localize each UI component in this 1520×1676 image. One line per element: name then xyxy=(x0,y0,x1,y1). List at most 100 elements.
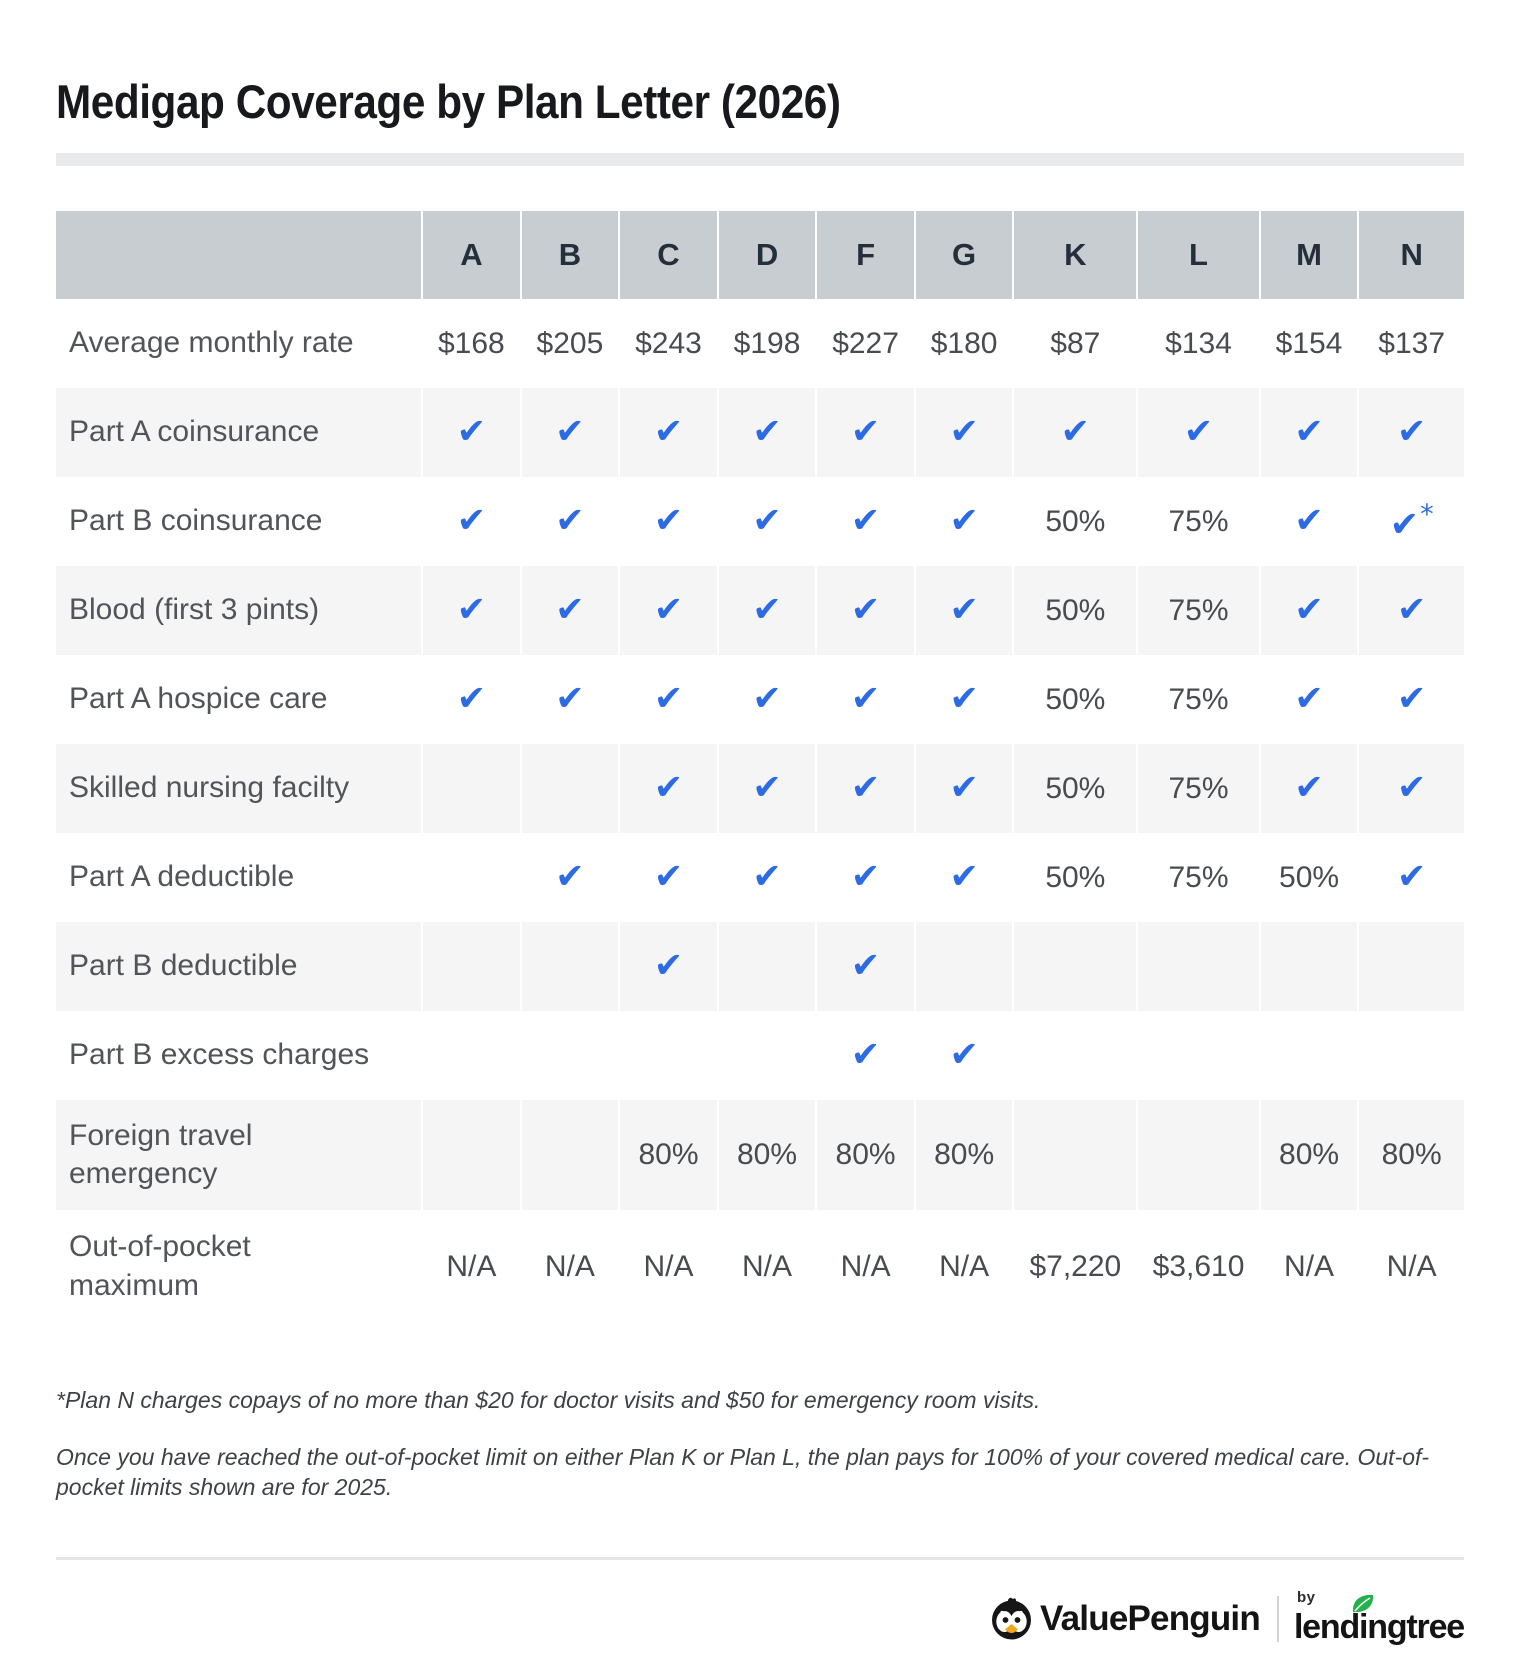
penguin-icon xyxy=(992,1597,1032,1640)
valuepenguin-wordmark: ValuePenguin xyxy=(1040,1598,1261,1638)
plan-cell: ✔ xyxy=(520,833,621,922)
column-header-c: C xyxy=(619,211,719,299)
plan-cell: ✔ xyxy=(619,744,719,833)
check-icon: ✔ xyxy=(653,411,684,452)
plan-cell: 50% xyxy=(1013,566,1139,655)
lendingtree-logo: by lendingtree xyxy=(1294,1589,1465,1647)
plan-cell: ✔ xyxy=(1259,477,1360,566)
plan-cell: ✔ xyxy=(619,388,719,477)
row-label: Part B coinsurance xyxy=(56,477,424,566)
plan-cell: ✔ xyxy=(1013,388,1139,477)
asterisk-note: * xyxy=(1420,499,1434,530)
plan-cell: ✔ xyxy=(520,477,621,566)
plan-cell: N/A xyxy=(1259,1210,1360,1323)
column-header-a: A xyxy=(422,211,522,299)
plan-cell: ✔ xyxy=(816,922,916,1011)
plan-cell: $137 xyxy=(1378,326,1446,360)
check-icon: ✔ xyxy=(1389,505,1420,545)
check-icon: ✔ xyxy=(850,678,881,719)
corner-cell xyxy=(56,211,424,299)
check-icon: ✔ xyxy=(653,767,684,808)
plan-cell: $243 xyxy=(619,299,719,388)
empty-cell xyxy=(520,744,621,833)
plan-cell: N/A xyxy=(914,1210,1015,1323)
plan-cell: ✔ xyxy=(816,655,916,744)
check-icon: ✔ xyxy=(653,500,684,541)
empty-cell xyxy=(520,1100,621,1210)
check-icon: ✔ xyxy=(949,589,979,630)
plan-cell: ✔ xyxy=(717,655,818,744)
plan-cell: $227 xyxy=(816,299,916,388)
empty-cell xyxy=(1137,1100,1261,1210)
plan-cell: 80% xyxy=(1358,1100,1464,1210)
check-icon: ✔ xyxy=(555,678,585,719)
column-header-b: B xyxy=(520,211,621,299)
check-icon: ✔ xyxy=(850,856,881,897)
brand-divider xyxy=(1276,1595,1279,1642)
check-icon: ✔ xyxy=(1294,767,1324,808)
title-divider-bar xyxy=(56,153,1464,166)
plan-cell: 80% xyxy=(1259,1100,1360,1210)
page-title-text: Medigap Coverage by Plan Letter (2026) xyxy=(56,75,841,128)
plan-cell: ✔ xyxy=(1358,566,1464,655)
plan-cell: ✔ xyxy=(619,833,719,922)
check-icon: ✔ xyxy=(850,767,881,808)
plan-cell: 75% xyxy=(1137,477,1261,566)
table-row: Part A deductible ✔ ✔ ✔ ✔ ✔ 50% 75% 50% ✔ xyxy=(56,833,1464,922)
table-row: Part A coinsurance ✔ ✔ ✔ ✔ ✔ ✔ ✔ ✔ ✔ ✔ xyxy=(56,388,1464,477)
plan-cell: ✔ xyxy=(717,477,818,566)
valuepenguin-logo: ValuePenguin xyxy=(988,1595,1261,1642)
check-icon: ✔ xyxy=(555,589,585,630)
check-icon: ✔ xyxy=(555,411,585,452)
plan-cell: ✔ xyxy=(1259,566,1360,655)
plan-cell: 80% xyxy=(914,1100,1015,1210)
row-label: Part B deductible xyxy=(56,922,424,1011)
empty-cell xyxy=(422,744,522,833)
check-icon: ✔ xyxy=(850,500,881,541)
column-header-d: D xyxy=(717,211,818,299)
table-row: Skilled nursing facilty ✔ ✔ ✔ ✔ 50% 75% ✔ ✔ xyxy=(56,744,1464,833)
plan-cell: 50% xyxy=(1013,744,1139,833)
plan-cell: ✔ xyxy=(619,655,719,744)
check-icon: ✔ xyxy=(653,856,684,897)
row-label: Part A deductible xyxy=(56,833,424,922)
plan-cell: ✔ xyxy=(816,566,916,655)
empty-cell xyxy=(717,922,818,1011)
footnote-out-of-pocket: Once you have reached the out-of-pocket … xyxy=(56,1443,1430,1501)
empty-cell xyxy=(422,1011,522,1100)
plan-cell: 75% xyxy=(1137,744,1261,833)
plan-cell: N/A xyxy=(816,1210,916,1323)
plan-cell: ✔ xyxy=(520,655,621,744)
table-row: Part B deductible ✔ ✔ xyxy=(56,922,1464,1011)
check-icon: ✔ xyxy=(1396,767,1427,808)
plan-cell: ✔ xyxy=(422,566,522,655)
plan-cell: ✔ xyxy=(717,833,818,922)
plan-cell: ✔ xyxy=(1137,388,1261,477)
row-label: Foreign travel emergency xyxy=(56,1100,424,1210)
empty-cell xyxy=(914,922,1015,1011)
page-title: Medigap Coverage by Plan Letter (2026) xyxy=(56,0,1464,129)
check-icon: ✔ xyxy=(850,1034,881,1075)
plan-cell: ✔ xyxy=(717,744,818,833)
plan-cell: ✔ xyxy=(619,566,719,655)
plan-cell: ✔ xyxy=(520,388,621,477)
check-icon: ✔ xyxy=(1396,589,1427,630)
check-icon: ✔ xyxy=(456,589,487,630)
footnote-plan-n: *Plan N charges copays of no more than $… xyxy=(56,1387,1041,1413)
empty-cell xyxy=(520,1011,621,1100)
plan-cell: ✔ xyxy=(816,388,916,477)
plan-cell: ✔ xyxy=(422,388,522,477)
plan-cell: N/A xyxy=(520,1210,621,1323)
plan-cell: ✔ xyxy=(914,833,1015,922)
empty-cell xyxy=(1137,1011,1261,1100)
empty-cell xyxy=(1259,922,1360,1011)
empty-cell xyxy=(717,1011,818,1100)
plan-cell: ✔ xyxy=(422,477,522,566)
empty-cell xyxy=(1259,1011,1360,1100)
plan-cell: $3,610 xyxy=(1137,1210,1261,1323)
plan-cell: ✔* xyxy=(1358,477,1464,566)
plan-cell: 50% xyxy=(1259,833,1360,922)
row-label: Part A hospice care xyxy=(56,655,424,744)
